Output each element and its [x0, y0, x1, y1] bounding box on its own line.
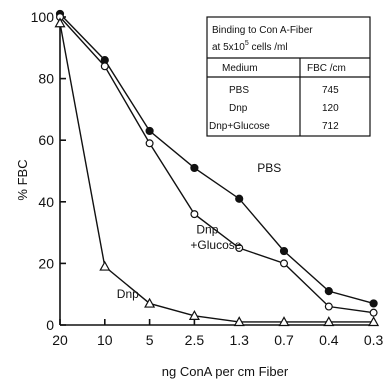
data-point-dnp [368, 316, 380, 327]
inset-table-cell: PBS [229, 85, 249, 96]
data-point-dnp-glucose [145, 139, 154, 148]
x-tick-label: 10 [97, 332, 113, 348]
x-axis-ticks: 20 10 5 2.5 1.3 0.7 0.4 0.3 [52, 319, 384, 348]
inset-table-subtitle-suffix: cells /ml [249, 42, 288, 53]
inset-table-header-fbc: FBC /cm [307, 63, 346, 74]
data-point-pbs [190, 163, 199, 173]
x-tick-label: 5 [146, 332, 154, 348]
inset-table-cell: 712 [322, 121, 339, 132]
data-point-dnp-glucose [235, 244, 244, 253]
data-point-dnp [54, 17, 66, 28]
y-axis-label: % FBC [15, 159, 30, 200]
inset-table-cell: Dnp+Glucose [209, 121, 270, 132]
inset-table-subtitle: at 5x105 cells /ml [212, 40, 288, 53]
data-point-dnp-glucose [280, 259, 289, 268]
inset-table-subtitle-exponent: 5 [245, 40, 249, 47]
data-point-dnp [188, 310, 200, 320]
series-layer [54, 9, 380, 327]
y-tick-label: 100 [31, 9, 55, 25]
inset-table: Binding to Con A-Fiber at 5x105 cells /m… [206, 16, 371, 137]
series-line-dnp-glucose [59, 16, 374, 314]
inset-table-cell: Dnp [229, 103, 248, 114]
data-point-pbs [369, 299, 378, 308]
data-point-pbs [324, 287, 333, 296]
y-axis-ticks: 0 20 40 60 80 100 [31, 9, 66, 333]
inset-table-cell: 120 [322, 103, 339, 114]
x-tick-label: 0.3 [364, 332, 384, 348]
data-point-pbs [235, 194, 244, 203]
x-tick-label: 0.4 [319, 332, 339, 348]
data-point-pbs [279, 246, 289, 256]
inset-table-subtitle-base: at 5x10 [212, 42, 245, 53]
data-point-dnp [233, 316, 245, 327]
data-point-dnp [278, 316, 290, 327]
data-point-dnp-glucose [324, 302, 333, 311]
inset-table-cell: 745 [322, 85, 339, 96]
annotation-label: Dnp [196, 223, 218, 237]
x-tick-label: 20 [52, 332, 68, 348]
data-point-pbs [145, 126, 154, 136]
y-tick-label: 0 [46, 317, 54, 333]
annotation-label: +Glucose [190, 238, 241, 252]
data-point-dnp-glucose [100, 62, 109, 71]
annotation-label: Dnp [117, 287, 139, 301]
data-point-dnp [99, 260, 111, 271]
data-point-dnp [323, 316, 335, 327]
data-point-dnp-glucose [190, 210, 199, 219]
x-tick-label: 2.5 [185, 332, 205, 348]
axes [59, 15, 375, 326]
data-point-dnp [144, 297, 156, 308]
y-tick-label: 80 [38, 71, 54, 87]
y-tick-label: 60 [38, 132, 54, 148]
x-tick-label: 0.7 [274, 332, 294, 348]
y-tick-label: 20 [38, 255, 54, 271]
series-line-pbs [59, 13, 374, 305]
x-tick-label: 1.3 [229, 332, 249, 348]
x-axis-label: ng ConA per cm Fiber [162, 364, 289, 379]
data-point-dnp-glucose [369, 308, 378, 317]
inset-table-header-medium: Medium [222, 63, 258, 74]
series-line-dnp [59, 23, 374, 323]
y-tick-label: 40 [38, 194, 54, 210]
annotation-label: PBS [257, 161, 281, 175]
inset-table-title: Binding to Con A-Fiber [212, 25, 313, 36]
